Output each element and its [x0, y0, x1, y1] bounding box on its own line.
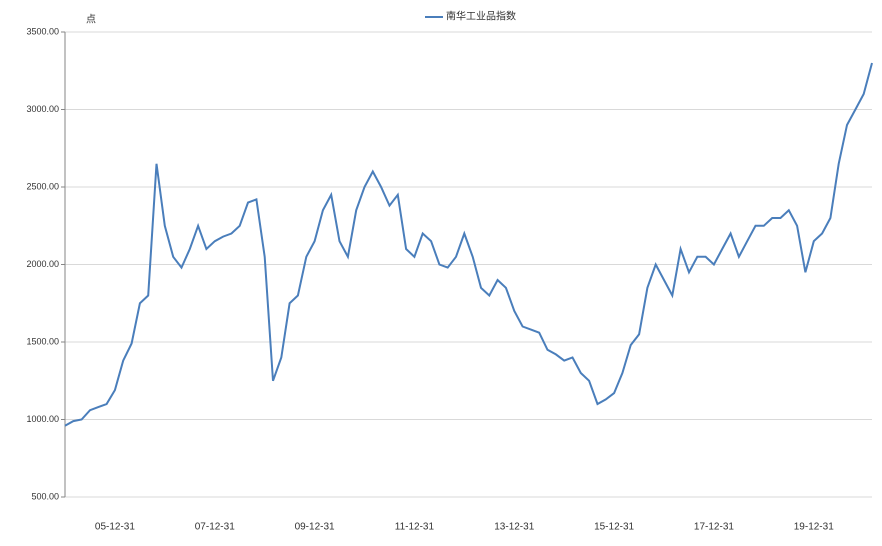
x-tick-label: 19-12-31	[794, 522, 834, 533]
y-tick-label: 3500.00	[26, 26, 59, 36]
x-tick-label: 13-12-31	[494, 522, 534, 533]
x-tick-label: 11-12-31	[395, 522, 435, 533]
x-tick-label: 17-12-31	[694, 522, 734, 533]
y-tick-label: 1000.00	[26, 414, 59, 424]
legend-label: 南华工业品指数	[446, 10, 516, 23]
y-tick-label: 2500.00	[26, 181, 59, 191]
x-tick-label: 05-12-31	[95, 522, 135, 533]
x-tick-label: 15-12-31	[594, 522, 634, 533]
y-tick-label: 1500.00	[26, 336, 59, 346]
y-tick-label: 3000.00	[26, 104, 59, 114]
line	[64, 62, 873, 427]
y-axis-label: 点	[86, 14, 96, 26]
y-tick-label: 2000.00	[26, 259, 59, 269]
x-tick-label: 09-12-31	[295, 522, 335, 533]
y-tick-label: 500.00	[31, 491, 59, 501]
x-tick-label: 07-12-31	[195, 522, 235, 533]
